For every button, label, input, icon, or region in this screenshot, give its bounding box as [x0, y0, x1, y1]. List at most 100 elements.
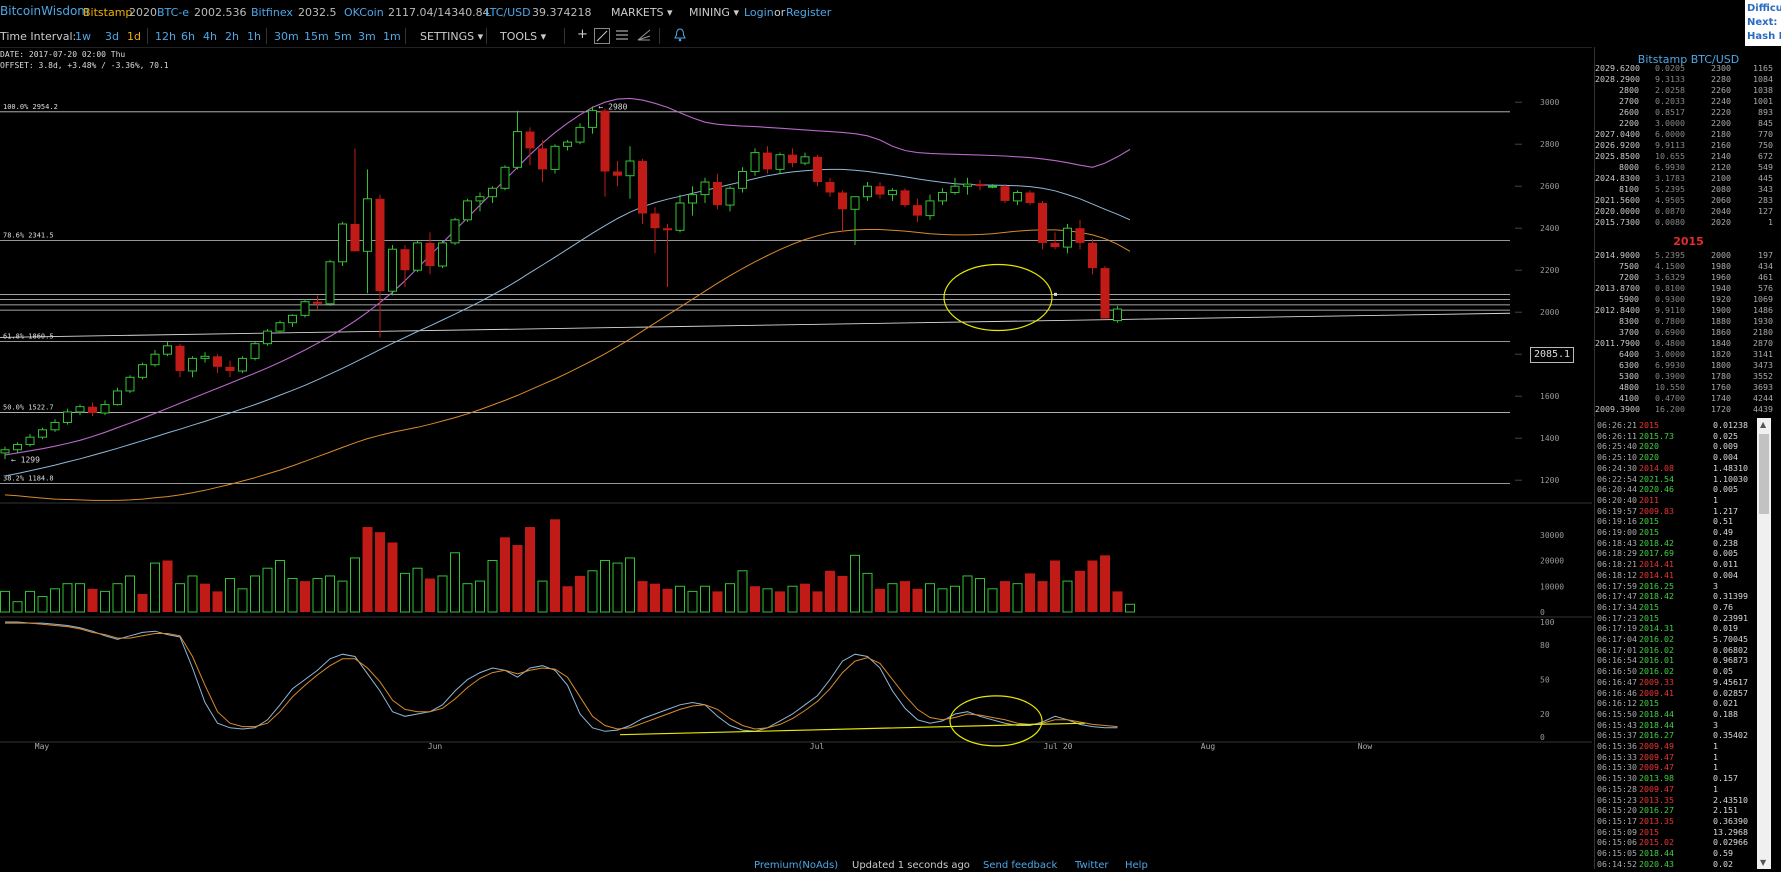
- scroll-up-icon[interactable]: ▲: [1760, 420, 1767, 429]
- feedback-link[interactable]: Send feedback: [983, 860, 1058, 871]
- interval-4h[interactable]: 4h: [203, 30, 217, 43]
- settings-menu[interactable]: SETTINGS ▾: [420, 30, 483, 43]
- candle-body: [88, 406, 97, 413]
- order-book-cell: 5.2395: [1655, 250, 1685, 260]
- trade-time: 06:19:16: [1597, 516, 1637, 527]
- trade-row: 06:20:44 2020.46 0.005: [1595, 484, 1759, 494]
- bid-row[interactable]: 4800 10.550 1760 3693: [1595, 382, 1781, 392]
- register-link[interactable]: Register: [786, 6, 832, 19]
- candle-body: [925, 200, 935, 217]
- interval-12h[interactable]: 12h: [155, 30, 176, 43]
- bid-row[interactable]: 6400 3.0000 1820 3141: [1595, 349, 1781, 359]
- scroll-down-icon[interactable]: ▼: [1760, 858, 1767, 867]
- interval-1h[interactable]: 1h: [247, 30, 261, 43]
- twitter-link[interactable]: Twitter: [1075, 860, 1109, 871]
- horizontal-lines-icon[interactable]: [615, 28, 629, 45]
- tools-menu[interactable]: TOOLS ▾: [500, 30, 546, 43]
- alert-bell-icon[interactable]: [673, 28, 687, 45]
- ask-row[interactable]: 2025.8500 10.655 2140 672: [1595, 151, 1781, 161]
- ask-row[interactable]: 2200 3.0000 2200 845: [1595, 118, 1781, 128]
- recent-trades[interactable]: 06:26:21 2015 0.01238 06:26:11 2015.73 0.025 0…: [1594, 418, 1781, 869]
- ask-row[interactable]: 2021.5600 4.9505 2060 283: [1595, 195, 1781, 205]
- order-book-cell: 1486: [1753, 305, 1773, 315]
- candle-body: [650, 213, 660, 229]
- bid-row[interactable]: 8300 0.7800 1880 1930: [1595, 316, 1781, 326]
- bid-row[interactable]: 7500 4.1500 1980 434: [1595, 261, 1781, 271]
- interval-5m[interactable]: 5m: [334, 30, 352, 43]
- trade-price: 2016.01: [1639, 655, 1674, 666]
- bid-row[interactable]: 7200 3.6329 1960 461: [1595, 272, 1781, 282]
- trade-price: 2009.33: [1639, 676, 1674, 687]
- bid-row[interactable]: 2014.9000 5.2395 2000 197: [1595, 250, 1781, 260]
- interval-2h[interactable]: 2h: [225, 30, 239, 43]
- order-book-cell: 2012.8400: [1595, 305, 1640, 315]
- candle-body: [0, 449, 10, 454]
- ask-row[interactable]: 8000 6.9930 2120 549: [1595, 162, 1781, 172]
- candle-body: [1025, 192, 1035, 203]
- market-ltcusd-price: 39.374218: [532, 6, 592, 19]
- market-bitfinex[interactable]: Bitfinex: [251, 6, 293, 19]
- ask-row[interactable]: 2024.8300 3.1783 2100 445: [1595, 173, 1781, 183]
- order-book-cell: 3693: [1753, 382, 1773, 392]
- ask-row[interactable]: 8100 5.2395 2080 343: [1595, 184, 1781, 194]
- order-book-cell: 2013.8700: [1595, 283, 1640, 293]
- help-link[interactable]: Help: [1125, 860, 1148, 871]
- trade-time: 06:17:23: [1597, 612, 1637, 623]
- fib-tool-icon[interactable]: [637, 28, 651, 45]
- markets-menu[interactable]: MARKETS ▾: [611, 6, 673, 19]
- fib-level-label: 50.0% 1522.7: [3, 403, 54, 411]
- trade-price: 2016.02: [1639, 634, 1674, 644]
- ask-row[interactable]: 2028.2900 9.3133 2280 1084: [1595, 74, 1781, 84]
- mining-menu[interactable]: MINING ▾: [689, 6, 739, 19]
- site-logo[interactable]: BitcoinWisdom: [0, 4, 89, 18]
- crosshair-icon[interactable]: +: [577, 27, 588, 42]
- bid-row[interactable]: 2013.8700 0.8100 1940 576: [1595, 283, 1781, 293]
- ask-row[interactable]: 2015.7300 0.0080 2020 1: [1595, 217, 1781, 227]
- next-label: Next:: [1747, 17, 1778, 28]
- login-link[interactable]: Login: [744, 6, 774, 19]
- bid-row[interactable]: 2011.7900 0.4800 1840 2870: [1595, 338, 1781, 348]
- interval-6h[interactable]: 6h: [181, 30, 195, 43]
- ask-row[interactable]: 2700 0.2033 2240 1001: [1595, 96, 1781, 106]
- market-okcoin[interactable]: OKCoin: [344, 6, 384, 19]
- order-book-cell: 0.8517: [1655, 107, 1685, 117]
- ask-row[interactable]: 2020.0000 0.0870 2040 127: [1595, 206, 1781, 216]
- interval-3m[interactable]: 3m: [358, 30, 376, 43]
- trade-amount: 0.59: [1713, 848, 1733, 858]
- bid-row[interactable]: 6300 6.9930 1800 3473: [1595, 360, 1781, 370]
- interval-30m[interactable]: 30m: [274, 30, 299, 43]
- order-book-cell: 0.4700: [1655, 393, 1685, 403]
- ask-row[interactable]: 2600 0.8517 2220 893: [1595, 107, 1781, 117]
- interval-3d[interactable]: 3d: [105, 30, 119, 43]
- bid-row[interactable]: 5300 0.3900 1780 3552: [1595, 371, 1781, 381]
- bid-row[interactable]: 2012.8400 9.9110 1900 1486: [1595, 305, 1781, 315]
- interval-1m[interactable]: 1m: [383, 30, 401, 43]
- ask-row[interactable]: 2800 2.0258 2260 1038: [1595, 85, 1781, 95]
- price-chart[interactable]: DATE: 2017-07-20 02:00 Thu OFFSET: 3.8d,…: [0, 47, 1592, 869]
- ask-row[interactable]: 2026.9200 9.9113 2160 750: [1595, 140, 1781, 150]
- interval-1w[interactable]: 1w: [75, 30, 91, 43]
- bid-row[interactable]: 5900 0.9300 1920 1069: [1595, 294, 1781, 304]
- scrollbar-thumb[interactable]: [1759, 434, 1769, 514]
- candle-body: [63, 411, 72, 423]
- ask-row[interactable]: 2029.6200 0.0205 2300 1165: [1595, 63, 1781, 73]
- trendline-tool-icon[interactable]: [594, 28, 610, 44]
- volume-bar: [800, 583, 810, 612]
- trade-amount: 0.004: [1713, 452, 1738, 463]
- order-book-cell: 1960: [1711, 272, 1731, 282]
- trade-price: 2020: [1639, 452, 1659, 463]
- order-book-last-price: 2015: [1673, 235, 1704, 248]
- price-marker-dot: [1054, 292, 1057, 296]
- market-btce[interactable]: BTC-e: [157, 6, 190, 19]
- premium-link[interactable]: Premium(NoAds): [754, 860, 839, 871]
- order-book-cell: 6300: [1619, 360, 1639, 370]
- ask-row[interactable]: 2027.0400 6.0000 2180 770: [1595, 129, 1781, 139]
- market-bitstamp[interactable]: Bitstamp: [83, 6, 133, 19]
- interval-15m[interactable]: 15m: [304, 30, 329, 43]
- bid-row[interactable]: 4100 0.4700 1740 4244: [1595, 393, 1781, 403]
- interval-1d[interactable]: 1d: [127, 30, 141, 43]
- trades-scrollbar[interactable]: ▲ ▼: [1757, 418, 1771, 869]
- bid-row[interactable]: 2009.3900 16.200 1720 4439: [1595, 404, 1781, 414]
- market-ltcusd[interactable]: LTC/USD: [485, 6, 531, 19]
- bid-row[interactable]: 3700 0.6900 1860 2180: [1595, 327, 1781, 337]
